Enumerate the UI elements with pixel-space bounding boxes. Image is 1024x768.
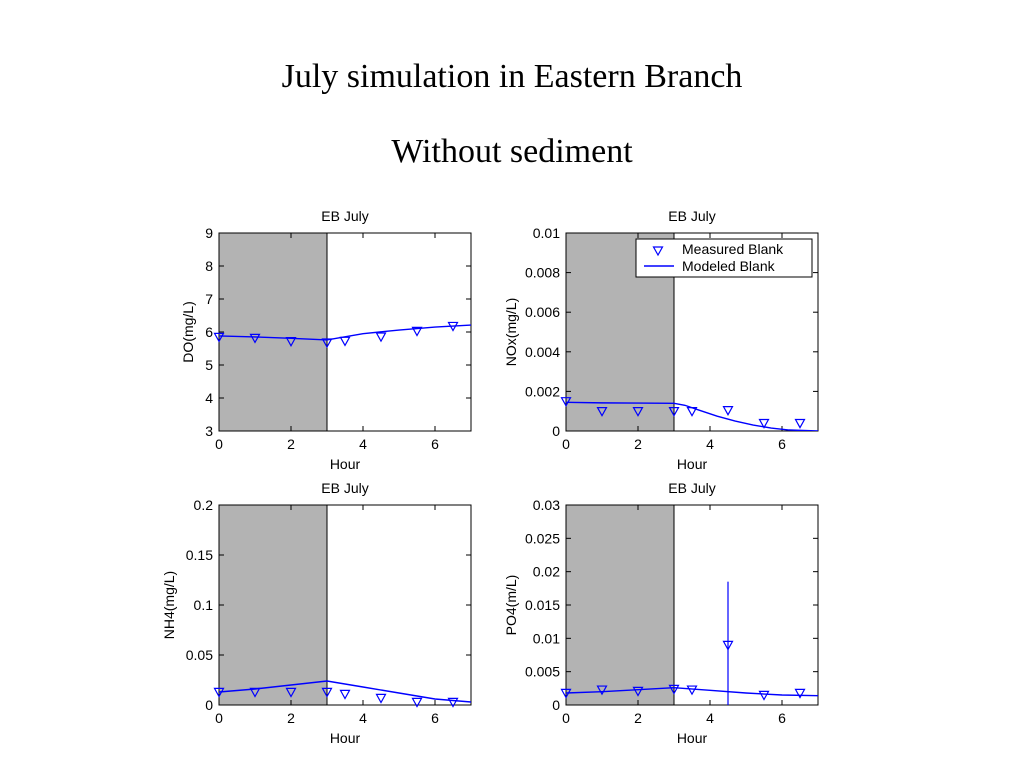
x-tick-label: 6: [431, 436, 439, 452]
data-point: [794, 418, 806, 429]
y-tick-label: 0: [205, 697, 213, 713]
x-tick-label: 6: [778, 436, 786, 452]
chart-panel-po4: EB July Hour PO4(m/L) 0 2 4 6 0 0.005 0.01 0.015 0.…: [503, 480, 819, 746]
data-point: [249, 333, 261, 344]
x-axis-label: Hour: [677, 456, 708, 472]
y-tick-label: 0.004: [525, 344, 560, 360]
chart-panel-nox: EB July Hour NOx(mg/L) 0 2 4 6 0 0.002 0.004 0.006…: [503, 208, 819, 472]
data-point: [447, 697, 459, 708]
data-point: [411, 326, 423, 337]
x-tick-label: 2: [287, 710, 295, 726]
x-axis-label: Hour: [330, 730, 361, 746]
y-tick-label: 0.025: [525, 530, 560, 546]
x-axis-label: Hour: [330, 456, 361, 472]
y-axis-label: NH4(mg/L): [161, 571, 177, 639]
y-tick-label: 7: [205, 291, 213, 307]
y-tick-label: 0: [552, 697, 560, 713]
y-tick-label: 6: [205, 324, 213, 340]
x-tick-label: 2: [287, 436, 295, 452]
data-point: [596, 407, 608, 417]
chart-title: EB July: [668, 480, 715, 496]
y-tick-label: 0.01: [533, 630, 560, 646]
data-point: [668, 407, 680, 417]
data-point: [213, 332, 225, 343]
shaded-region: [566, 505, 674, 705]
y-tick-label: 0.03: [533, 497, 560, 513]
data-point: [285, 687, 297, 698]
y-tick-label: 0.02: [533, 564, 560, 580]
data-point: [321, 338, 333, 349]
data-point: [668, 684, 680, 695]
legend-entry-measured: Measured Blank: [682, 241, 784, 257]
y-tick-label: 0: [552, 423, 560, 439]
x-tick-label: 6: [778, 710, 786, 726]
model-line: [566, 686, 818, 697]
data-point: [339, 689, 351, 700]
plot-frame: [565, 232, 819, 432]
y-tick-label: 0.006: [525, 304, 560, 320]
data-point: [722, 406, 734, 416]
data-point: [758, 418, 770, 429]
data-point: [375, 693, 387, 704]
chart-title: EB July: [321, 480, 368, 496]
y-tick-label: 0.2: [194, 497, 214, 513]
slide-title: July simulation in Eastern Branch: [281, 58, 743, 95]
shaded-region: [219, 233, 327, 431]
data-point: [632, 686, 644, 697]
data-point: [758, 690, 770, 701]
data-point: [339, 336, 351, 347]
x-tick-label: 0: [215, 710, 223, 726]
y-axis-label: PO4(m/L): [503, 575, 519, 636]
y-tick-label: 4: [205, 390, 213, 406]
y-axis-label: NOx(mg/L): [503, 298, 519, 366]
y-tick-label: 0.01: [533, 225, 560, 241]
y-tick-label: 9: [205, 225, 213, 241]
data-point: [411, 697, 423, 708]
chart-title: EB July: [668, 208, 715, 224]
data-point: [632, 407, 644, 417]
x-tick-label: 0: [215, 436, 223, 452]
data-point: [596, 685, 608, 696]
model-line: [219, 324, 471, 341]
x-tick-label: 0: [562, 436, 570, 452]
model-line: [566, 401, 818, 431]
y-tick-label: 0.002: [525, 383, 560, 399]
chart-panel-do: EB July Hour DO(mg/L) 0 2 4 6 3 4 5 6 7 8 9: [180, 208, 472, 472]
x-tick-label: 4: [706, 710, 714, 726]
x-tick-label: 0: [562, 710, 570, 726]
x-axis-label: Hour: [677, 730, 708, 746]
data-point: [686, 685, 698, 696]
y-tick-label: 0.15: [186, 547, 213, 563]
x-tick-label: 2: [634, 436, 642, 452]
data-point: [375, 332, 387, 343]
data-point: [794, 688, 806, 699]
shaded-region: [219, 505, 327, 705]
x-tick-label: 4: [359, 436, 367, 452]
legend-entry-modeled: Modeled Blank: [682, 258, 776, 274]
model-line: [219, 680, 471, 703]
y-tick-label: 0.1: [194, 597, 214, 613]
y-tick-label: 5: [205, 357, 213, 373]
y-axis-label: DO(mg/L): [180, 301, 196, 362]
slide-subtitle: Without sediment: [391, 133, 633, 170]
legend-box: [635, 238, 813, 278]
y-tick-label: 0.05: [186, 647, 213, 663]
y-tick-label: 0.005: [525, 664, 560, 680]
y-tick-label: 0.008: [525, 265, 560, 281]
chart-panel-nh4: EB July Hour NH4(mg/L) 0 2 4 6 0 0.05 0.1 0.15 0.2: [161, 480, 472, 746]
legend-marker-icon: [652, 246, 664, 257]
x-tick-label: 4: [359, 710, 367, 726]
x-tick-label: 4: [706, 436, 714, 452]
y-tick-label: 8: [205, 258, 213, 274]
x-tick-label: 2: [634, 710, 642, 726]
data-point: [321, 687, 333, 698]
y-tick-label: 3: [205, 423, 213, 439]
chart-title: EB July: [321, 208, 368, 224]
x-tick-label: 6: [431, 710, 439, 726]
data-point: [722, 640, 734, 651]
y-tick-label: 0.015: [525, 597, 560, 613]
